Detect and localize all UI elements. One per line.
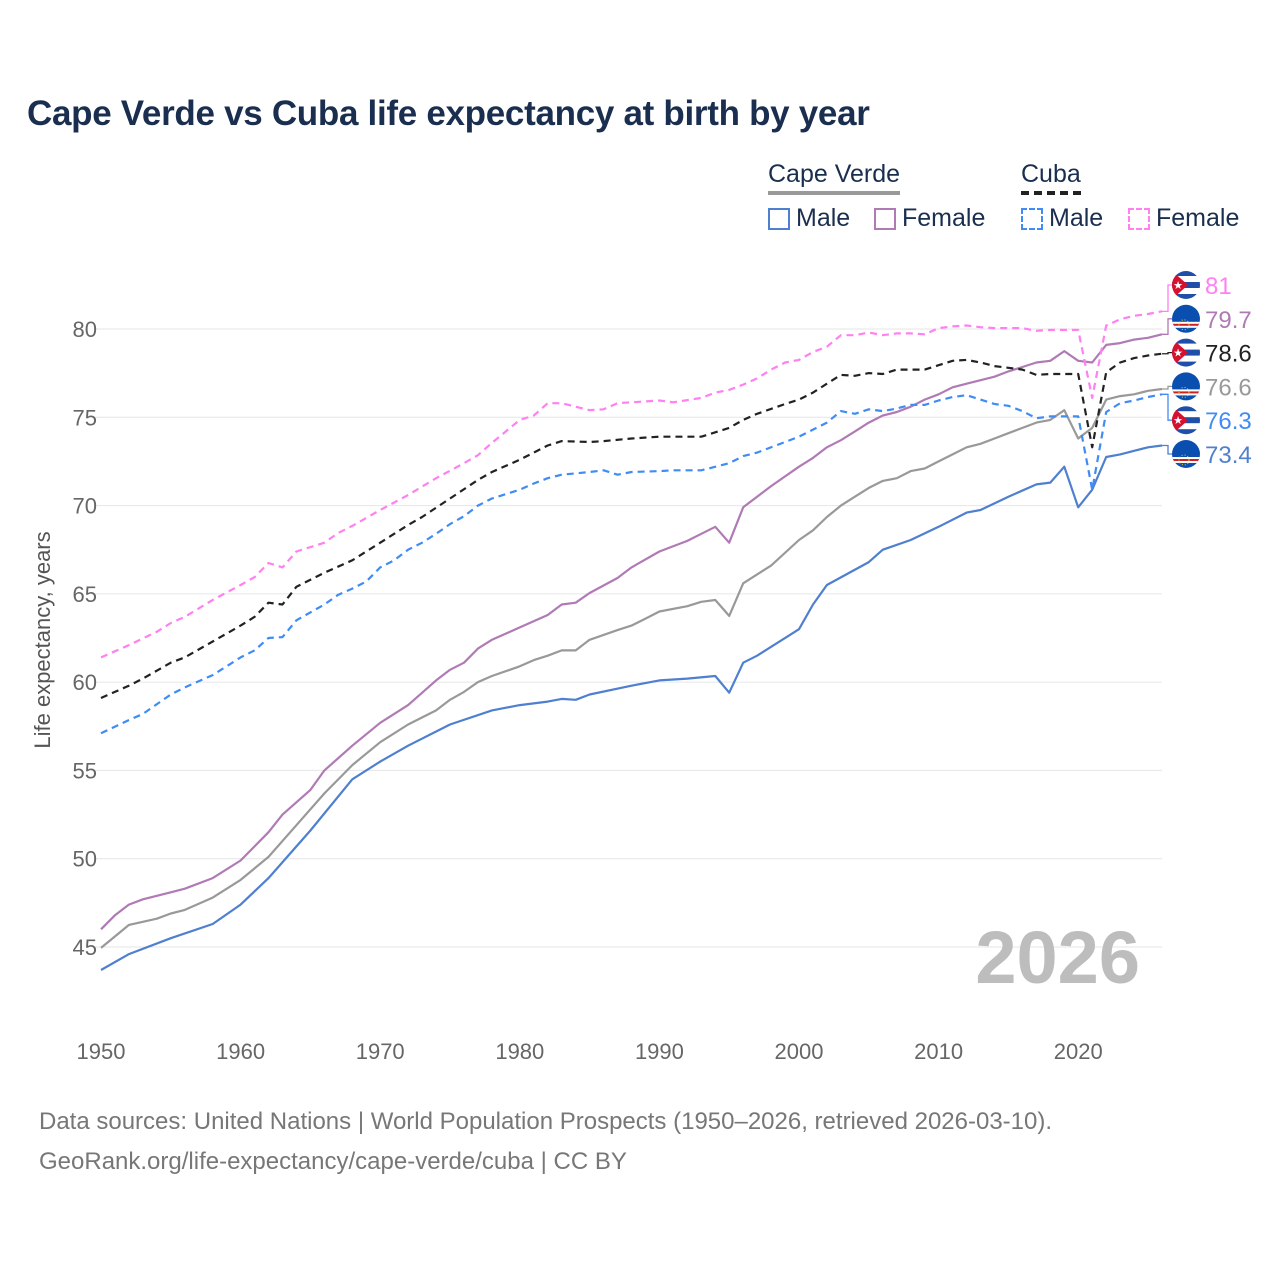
label-connector (1162, 393, 1172, 421)
cuba-flag-icon: ★ (1172, 338, 1200, 367)
x-tick-label: 1980 (495, 1039, 544, 1064)
legend-item-cape-verde-male[interactable]: Male (768, 204, 850, 233)
y-tick-label: 55 (73, 758, 97, 783)
legend-label: Male (796, 204, 851, 232)
y-axis-title: Life expectancy, years (30, 531, 55, 748)
label-connector (1162, 385, 1172, 390)
end-value-label: 76.6 (1205, 374, 1252, 401)
y-tick-label: 75 (73, 405, 97, 430)
y-tick-label: 60 (73, 670, 97, 695)
x-tick-label: 2000 (775, 1039, 824, 1064)
footer-link[interactable]: GeoRank.org/life-expectancy/cape-verde/c… (39, 1148, 627, 1175)
legend-label: Male (1049, 204, 1104, 232)
series-line-cape-verde (100, 387, 1163, 949)
legend-line-cuba (1021, 191, 1081, 195)
cape-verde-flag-icon (1172, 440, 1200, 468)
end-value-label: 78.6 (1205, 341, 1252, 368)
year-watermark: 2026 (975, 916, 1140, 999)
chart-title: Cape Verde vs Cuba life expectancy at bi… (27, 94, 870, 133)
legend-item-cuba-female[interactable]: Female (1128, 204, 1239, 233)
legend-label: Female (1156, 204, 1240, 232)
cuba-flag-icon: ★ (1172, 406, 1200, 435)
end-value-label: 79.7 (1205, 307, 1252, 334)
legend-item-cuba-male[interactable]: Male (1021, 204, 1103, 233)
x-tick-label: 2010 (914, 1039, 963, 1064)
y-tick-label: 70 (73, 494, 97, 519)
swatch-cuba-female (1128, 207, 1150, 230)
series-line-cuba-male (100, 393, 1163, 735)
series-line-cuba (100, 352, 1163, 700)
y-tick-label: 50 (73, 847, 97, 872)
legend-title-cuba: Cuba (1021, 160, 1081, 188)
cuba-flag-icon: ★ (1172, 271, 1200, 299)
x-tick-label: 1960 (216, 1039, 265, 1064)
x-tick-label: 1990 (635, 1039, 684, 1064)
x-tick-label: 1950 (77, 1039, 126, 1064)
end-value-label: 73.4 (1205, 442, 1252, 469)
y-tick-label: 65 (73, 582, 97, 607)
svg-text:★: ★ (1173, 348, 1183, 360)
legend-label: Female (902, 204, 986, 232)
swatch-cuba-male (1021, 207, 1043, 230)
legend-item-cape-verde-female[interactable]: Female (874, 204, 985, 233)
series-line-cape-verde-female (100, 333, 1163, 931)
label-connector (1162, 444, 1172, 455)
end-value-label: 76.3 (1205, 408, 1252, 435)
legend-line-cape-verde (768, 191, 900, 195)
label-connector (1162, 318, 1172, 335)
y-tick-label: 80 (73, 317, 97, 342)
footer-sources: Data sources: United Nations | World Pop… (39, 1108, 1053, 1135)
cape-verde-flag-icon (1172, 372, 1200, 401)
label-connector (1162, 351, 1172, 355)
label-connector (1162, 284, 1172, 312)
legend-title-cape-verde: Cape Verde (768, 160, 901, 188)
swatch-cape-verde-male (768, 207, 790, 230)
svg-text:★: ★ (1173, 280, 1183, 292)
swatch-cape-verde-female (874, 207, 896, 230)
series-line-cape-verde-male (100, 444, 1163, 971)
y-tick-label: 45 (73, 935, 97, 960)
end-value-label: 81 (1205, 273, 1232, 300)
x-tick-label: 1970 (356, 1039, 405, 1064)
x-tick-label: 2020 (1054, 1039, 1103, 1064)
cape-verde-flag-icon (1172, 304, 1200, 333)
series-line-cuba-female (100, 310, 1163, 659)
svg-text:★: ★ (1173, 415, 1183, 427)
